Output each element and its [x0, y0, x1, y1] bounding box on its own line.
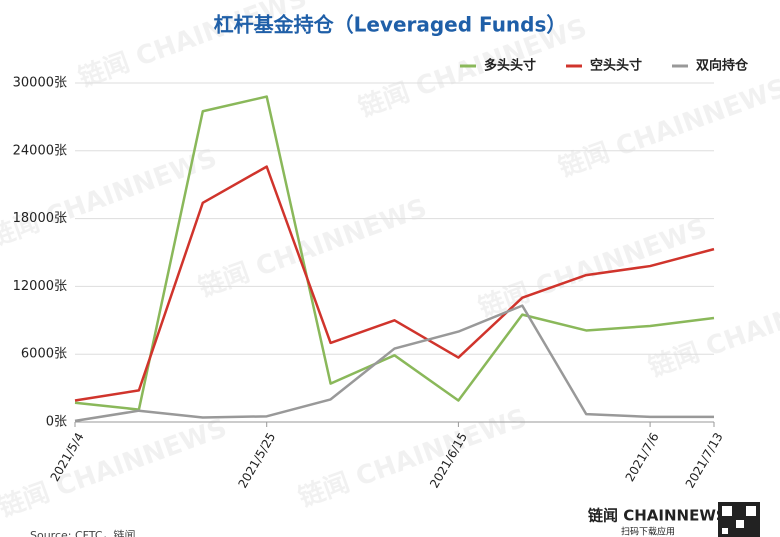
- chart-title: 杠杆基金持仓（Leveraged Funds）: [214, 13, 567, 37]
- source: Source: CFTC，链闻: [30, 528, 136, 537]
- legend-label: 双向持仓: [696, 58, 749, 74]
- legend-label: 多头头寸: [484, 58, 536, 74]
- y-tick-label: 12000张: [13, 279, 67, 294]
- brand: 链闻 CHAINNEWS: [588, 507, 727, 525]
- y-tick-label: 30000张: [13, 76, 67, 91]
- y-tick-label: 6000张: [21, 347, 67, 362]
- y-tick-label: 18000张: [13, 211, 67, 226]
- qr-code: [718, 502, 760, 537]
- legend-label: 空头头寸: [590, 58, 642, 74]
- series-line: [74, 165, 715, 402]
- y-tick-label: 0张: [46, 415, 67, 430]
- brand-subtitle: 扫码下载应用: [621, 526, 675, 537]
- series-line: [74, 95, 715, 411]
- series-line: [74, 304, 714, 423]
- y-tick-label: 24000张: [13, 143, 67, 158]
